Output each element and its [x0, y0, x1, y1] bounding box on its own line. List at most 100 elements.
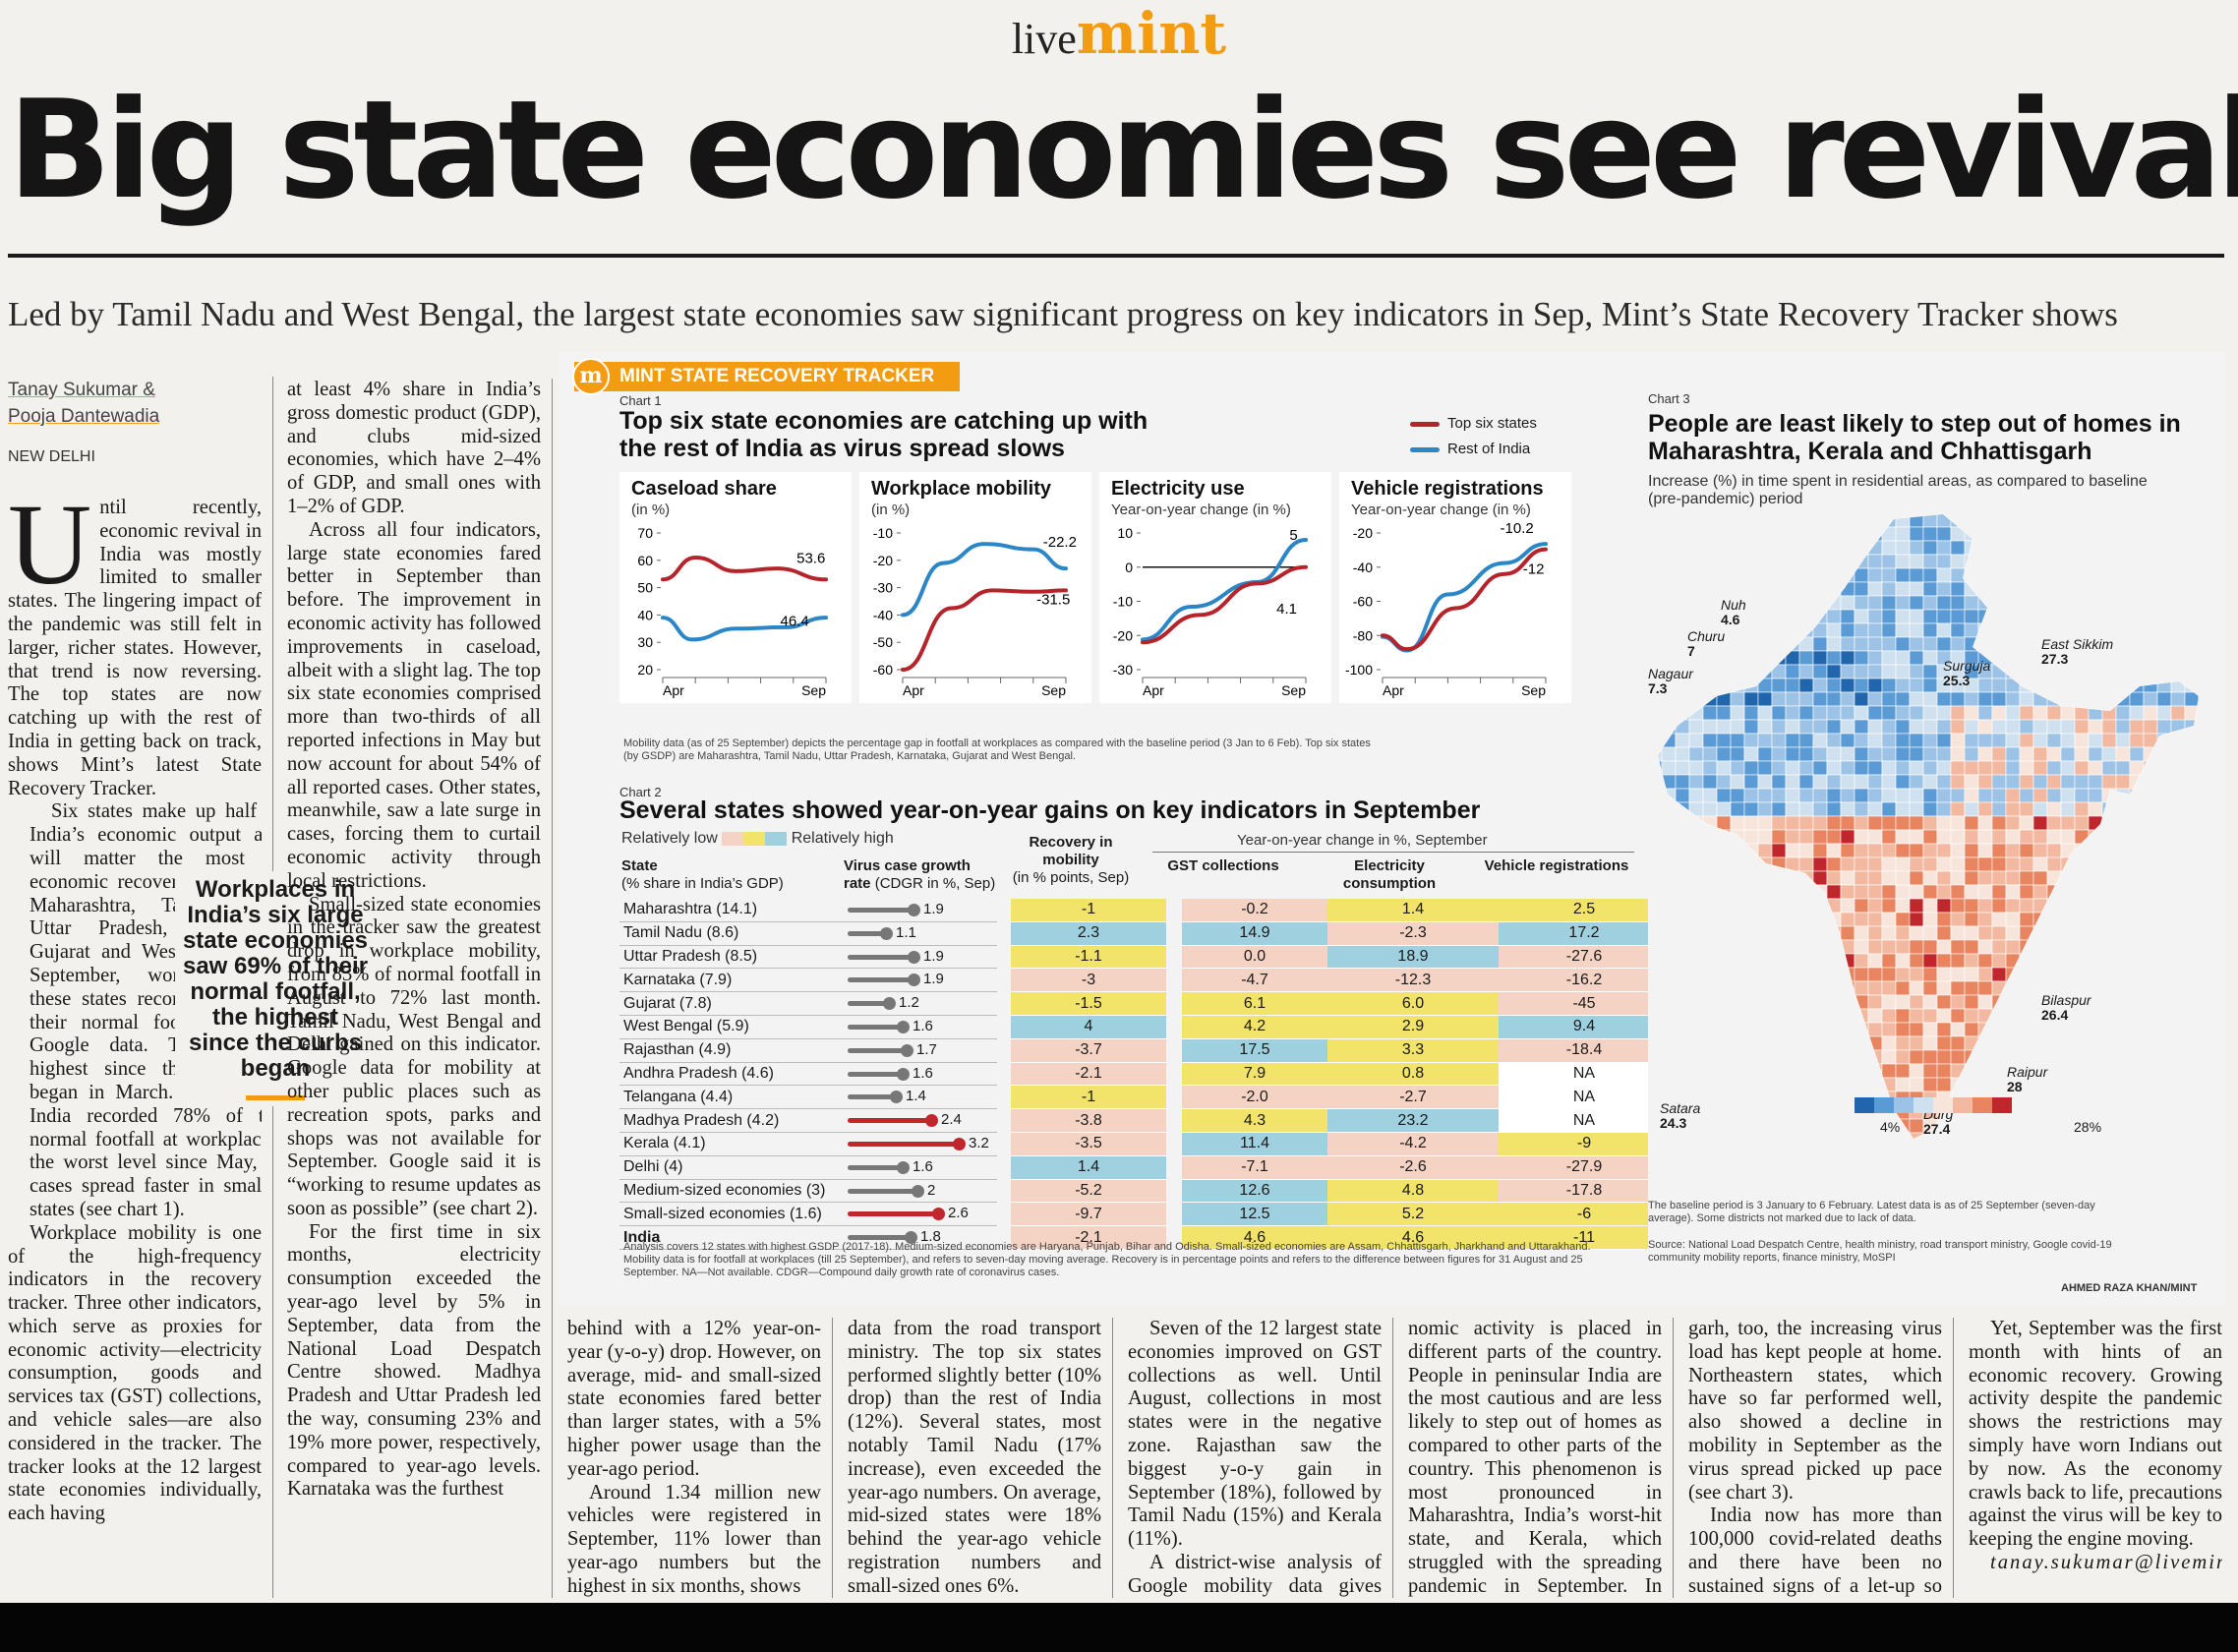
chart2-label: Chart 2	[619, 785, 662, 799]
district-cell	[2101, 760, 2117, 776]
district-cell	[2115, 994, 2131, 1010]
district-cell	[1854, 898, 1869, 914]
district-cell	[2032, 595, 2048, 611]
district-cell	[1854, 870, 1869, 886]
district-cell	[2101, 678, 2117, 693]
district-cell	[1716, 514, 1732, 528]
mob-cell: 2.3	[1011, 921, 1166, 946]
district-cell	[1854, 774, 1869, 790]
district-cell	[1658, 843, 1663, 858]
district-cell	[1936, 719, 1952, 735]
veh-cell: -18.4	[1499, 1038, 1670, 1063]
district-value: 27.4	[1923, 1121, 1951, 1137]
district-cell	[1798, 870, 1814, 886]
district-cell	[2006, 500, 2020, 513]
district-cell	[1716, 980, 1732, 996]
rest-end-label: 46.4	[781, 614, 809, 630]
district-cell	[1771, 691, 1787, 707]
x-end-label: Sep	[1521, 682, 1546, 698]
district-cell	[2143, 884, 2158, 900]
district-cell	[2143, 843, 2158, 858]
district-cell	[1798, 843, 1814, 858]
district-cell	[2129, 815, 2145, 831]
district-cell	[1743, 567, 1759, 583]
district-cell	[2198, 925, 2199, 941]
district-cell	[2184, 1118, 2199, 1134]
district-name: Surguja	[1943, 658, 1991, 674]
district-cell	[2115, 870, 2131, 886]
district-cell	[1840, 554, 1855, 569]
district-cell	[1977, 514, 1993, 528]
district-cell	[2046, 829, 2062, 845]
district-cell	[1771, 829, 1787, 845]
district-cell	[1854, 1132, 1869, 1139]
district-cell	[1936, 788, 1952, 803]
district-cell	[2088, 898, 2103, 914]
district-cell	[2032, 856, 2048, 872]
district-cell	[1716, 925, 1732, 941]
district-cell	[1840, 870, 1855, 886]
legend-rest: Rest of India	[1410, 437, 1537, 462]
chart1-panel: Caseload share (in %) 70 60 50 40 30 20 Apr Sep 53…	[619, 472, 852, 703]
district-cell	[2046, 967, 2062, 982]
district-cell	[1730, 650, 1745, 666]
district-cell	[1730, 1049, 1745, 1065]
district-cell	[2184, 526, 2199, 542]
district-cell	[1743, 774, 1759, 790]
district-cell	[2075, 500, 2089, 513]
growth-bar	[848, 1164, 903, 1170]
district-cell	[2129, 994, 2145, 1010]
growth-dot	[908, 950, 920, 964]
district-cell	[2143, 1077, 2158, 1092]
district-cell	[1798, 746, 1814, 762]
district-cell	[2143, 939, 2158, 955]
district-cell	[2129, 733, 2145, 748]
district-cell	[1702, 1118, 1718, 1134]
district-cell	[1716, 1063, 1732, 1079]
district-cell	[2088, 540, 2103, 556]
district-cell	[1922, 733, 1938, 748]
district-cell	[1991, 554, 2007, 569]
y-tick-label: -40	[873, 607, 893, 622]
district-cell	[1881, 746, 1897, 762]
state-cell: Kerala (4.1)	[619, 1132, 846, 1156]
district-cell	[2170, 898, 2186, 914]
district-cell	[1922, 1035, 1938, 1051]
district-cell	[2212, 527, 2218, 541]
chart3-note: The baseline period is 3 January to 6 Fe…	[1648, 1200, 2095, 1224]
district-cell	[2198, 980, 2199, 996]
district-cell	[1730, 526, 1745, 542]
district-cell	[1868, 1147, 1882, 1160]
district-cell	[2198, 967, 2199, 982]
growth-dot	[883, 997, 896, 1011]
district-cell	[1922, 595, 1938, 611]
district-cell	[2019, 843, 2034, 858]
district-cell	[2212, 830, 2218, 844]
district-cell	[1991, 843, 2007, 858]
district-cell	[1909, 760, 1924, 776]
district-cell	[1826, 980, 1842, 996]
district-cell	[2156, 1008, 2172, 1024]
district-cell	[2005, 636, 2021, 652]
district-cell	[2088, 1091, 2103, 1106]
district-cell	[1688, 514, 1704, 528]
district-cell	[2184, 1035, 2199, 1051]
district-cell	[1675, 567, 1690, 583]
district-cell	[1964, 705, 1979, 721]
district-cell	[1716, 801, 1732, 817]
paragraph: India now has more than 100,000 covid-re…	[1688, 1504, 1942, 1597]
paragraph: Small-sized state economies in the track…	[287, 893, 541, 1219]
district-cell	[2060, 1104, 2076, 1120]
district-cell	[1658, 1035, 1663, 1051]
district-cell	[1826, 636, 1842, 652]
district-cell	[1675, 939, 1690, 955]
district-cell	[1702, 567, 1718, 583]
district-cell	[1964, 1008, 1979, 1024]
district-cell	[2060, 595, 2076, 611]
district-cell	[2170, 980, 2186, 996]
district-cell	[1840, 540, 1855, 556]
district-cell	[2005, 856, 2021, 872]
district-cell	[1881, 664, 1897, 679]
district-cell	[2088, 760, 2103, 776]
district-cell	[1688, 554, 1704, 569]
